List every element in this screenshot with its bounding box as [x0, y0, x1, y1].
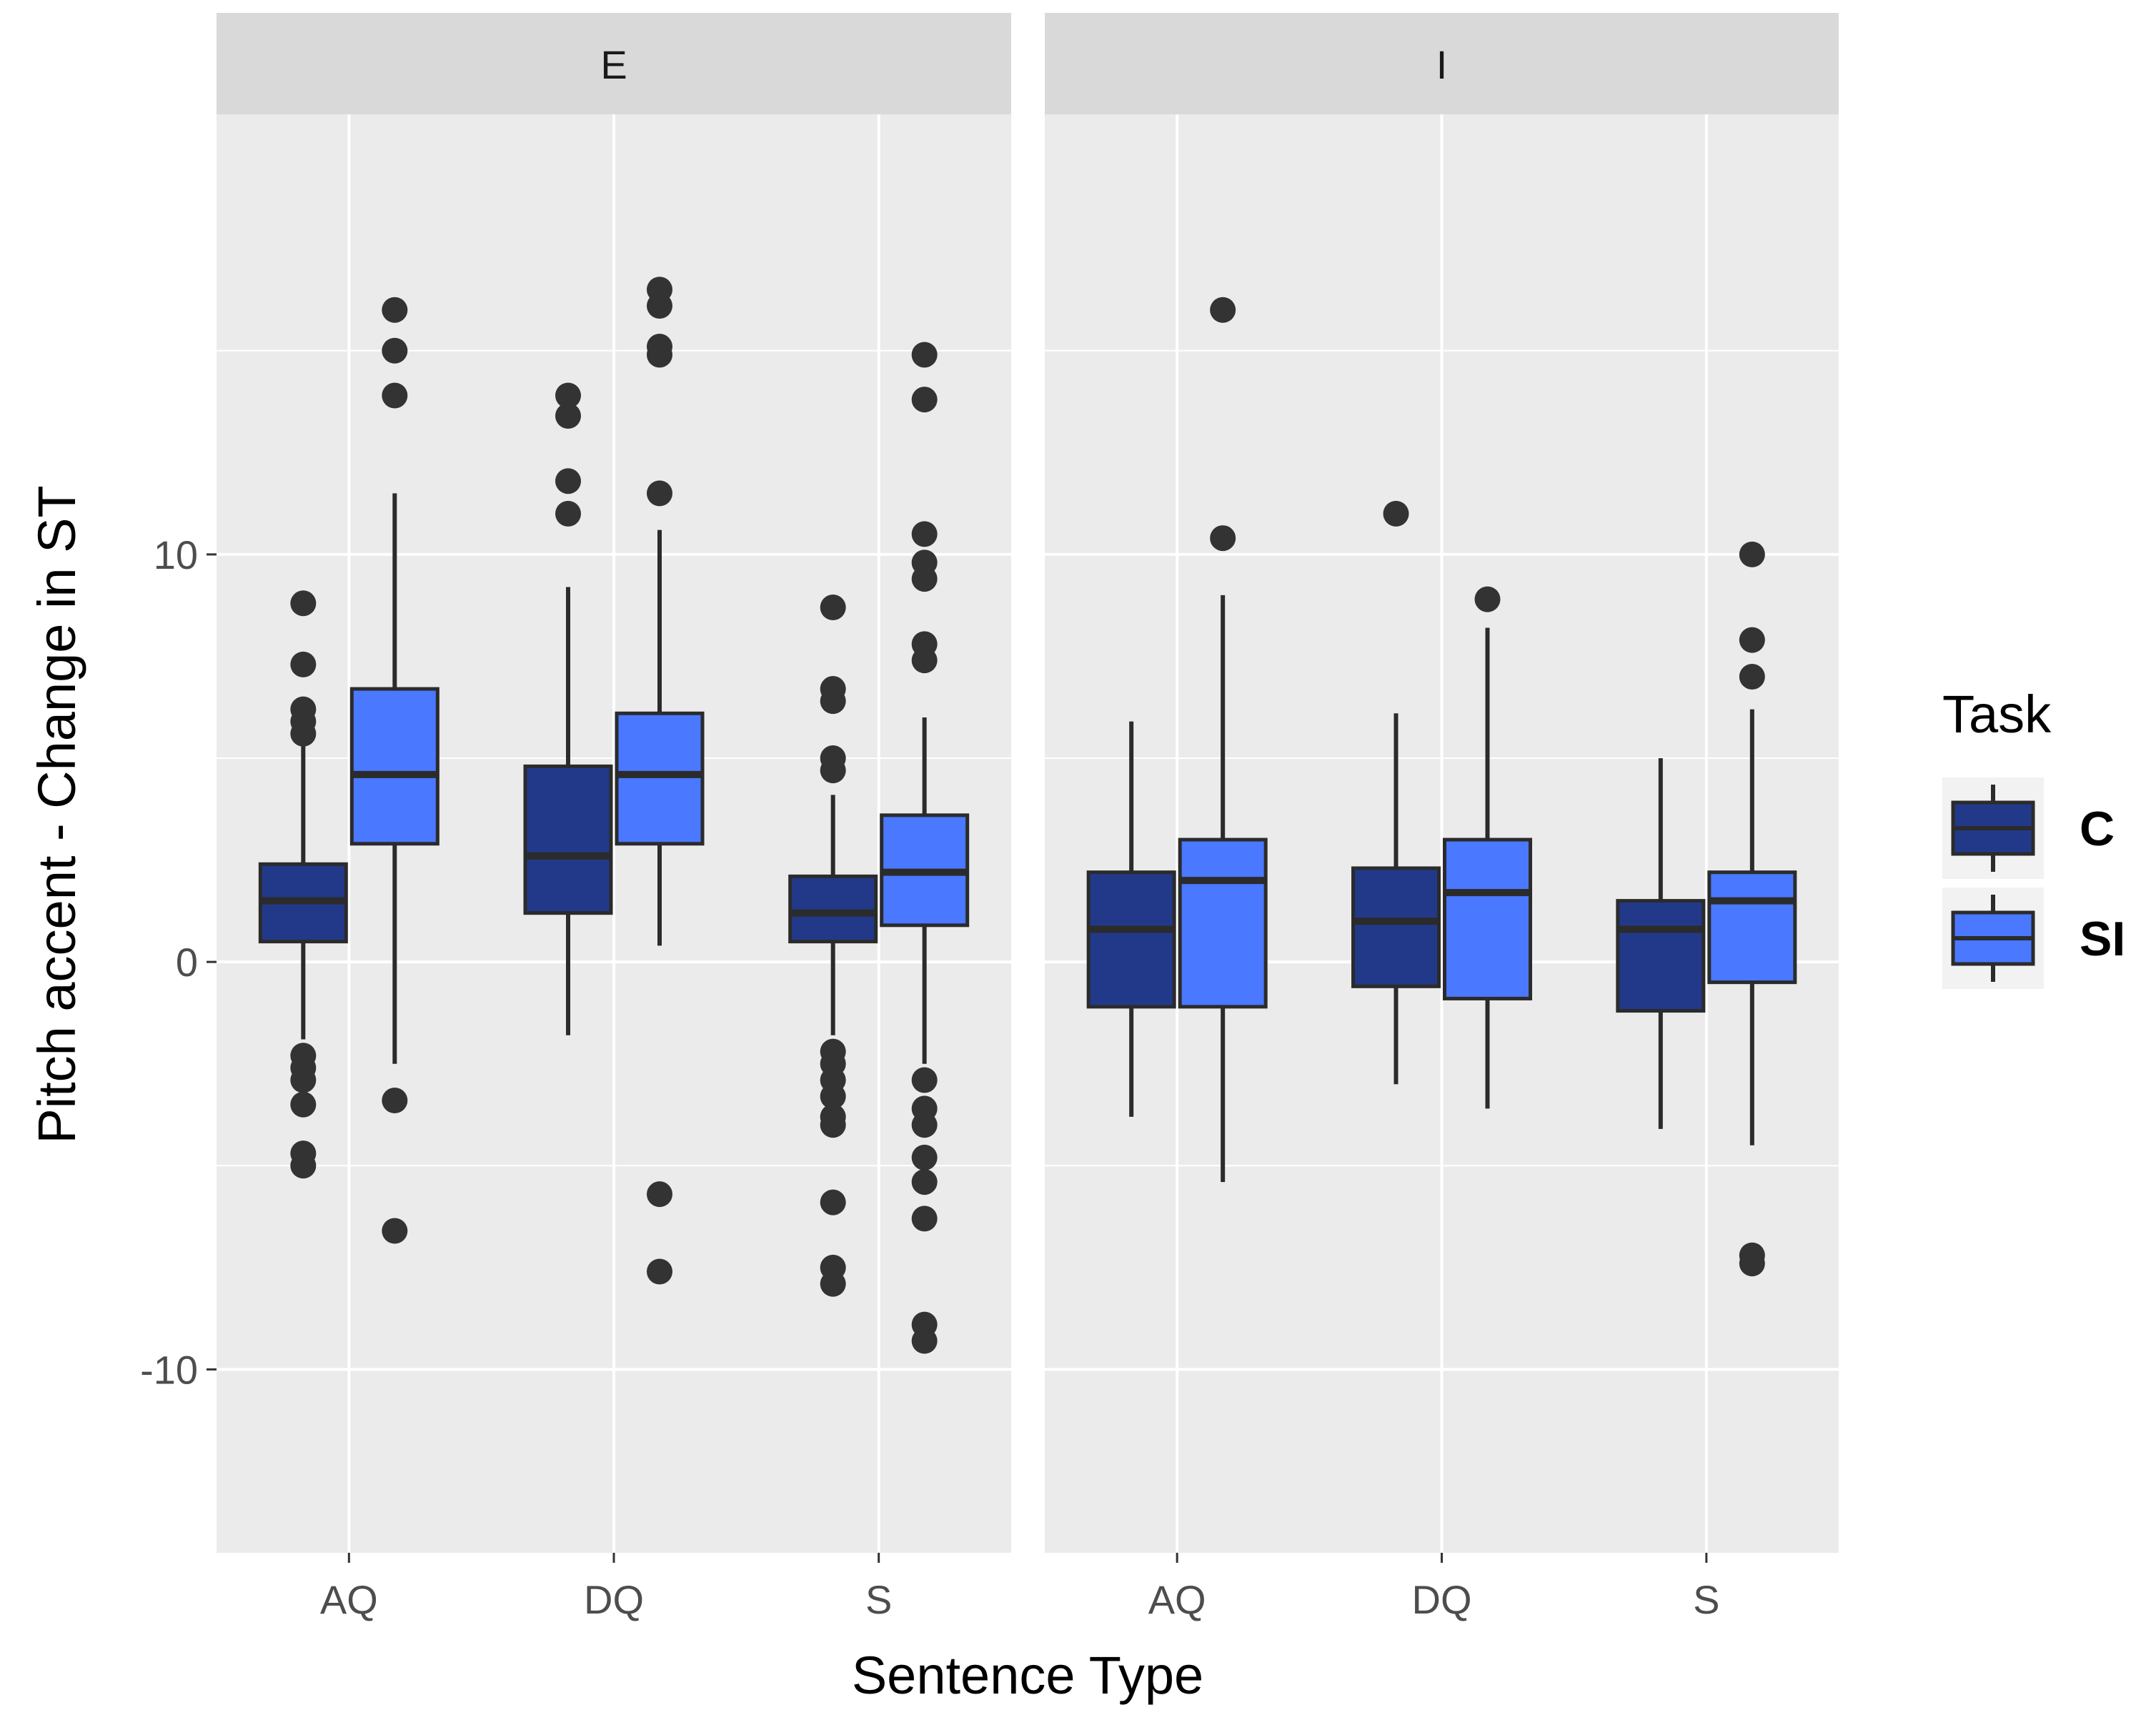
outlier-point [1739, 1251, 1765, 1277]
outlier-point [911, 1112, 938, 1138]
box-iqr [1707, 870, 1797, 985]
box-E-AQ-SI [349, 297, 439, 1244]
facet-strip-label: E [600, 42, 627, 87]
legend-title: Task [1942, 685, 2052, 744]
facet-panel-E: E [217, 13, 1011, 1553]
box-E-S-SI [880, 342, 970, 1354]
outlier-point [555, 500, 581, 527]
outlier-point [290, 1091, 317, 1118]
outlier-point [820, 1189, 846, 1216]
outlier-point [911, 1205, 938, 1232]
outlier-point [555, 468, 581, 494]
outlier-point [290, 590, 317, 617]
x-axis: AQ DQ S AQ DQ S [320, 1553, 1720, 1622]
y-axis: -10 0 10 [140, 532, 217, 1392]
facet-panel-I: I [1045, 13, 1839, 1553]
outlier-point [647, 1258, 672, 1285]
outlier-point [820, 1112, 846, 1138]
box-iqr [1443, 837, 1532, 1000]
box-I-DQ-C [1351, 500, 1441, 1085]
legend: Task C SI [1942, 685, 2125, 989]
outlier-point [911, 1144, 938, 1170]
outlier-point [647, 277, 672, 303]
y-tick-label: 0 [176, 940, 198, 985]
legend-entry-C: C [1942, 777, 2115, 879]
x-tick-label: S [1693, 1577, 1719, 1622]
x-tick-label: AQ [320, 1577, 378, 1622]
outlier-point [1739, 663, 1765, 690]
outlier-point [1739, 541, 1765, 567]
box-E-DQ-SI [615, 277, 705, 1285]
outlier-point [911, 1328, 938, 1354]
outlier-point [382, 337, 408, 364]
box-iqr [1616, 899, 1706, 1013]
box-I-AQ-SI [1178, 297, 1268, 1183]
x-tick-label: DQ [1412, 1577, 1472, 1622]
outlier-point [290, 1067, 317, 1093]
box-E-DQ-C [523, 382, 613, 1035]
box-I-S-SI [1707, 541, 1797, 1277]
box-iqr [523, 764, 613, 915]
outlier-point [911, 521, 938, 547]
outlier-point [647, 480, 672, 507]
box-I-AQ-C [1086, 721, 1176, 1117]
x-tick-label: DQ [584, 1577, 644, 1622]
facet-strip [1045, 13, 1839, 114]
facet-strip-label: I [1436, 42, 1448, 87]
outlier-point [555, 402, 581, 429]
outlier-point [1210, 525, 1236, 552]
box-iqr [1351, 866, 1441, 988]
outlier-point [911, 1067, 938, 1093]
box-I-S-C [1616, 758, 1706, 1129]
outlier-point [1383, 500, 1409, 527]
outlier-point [911, 387, 938, 413]
outlier-point [820, 1271, 846, 1297]
outlier-point [290, 1153, 317, 1179]
outlier-point [911, 1169, 938, 1195]
x-tick-label: S [865, 1577, 892, 1622]
legend-label: C [2080, 802, 2115, 856]
box-E-AQ-C [258, 590, 348, 1179]
y-axis-title: Pitch accent - Change in ST [27, 485, 86, 1143]
box-iqr [1178, 837, 1268, 1009]
outlier-point [1739, 627, 1765, 653]
outlier-point [820, 745, 846, 772]
outlier-point [820, 1083, 846, 1110]
outlier-point [382, 1218, 408, 1244]
y-tick-label: -10 [140, 1347, 198, 1392]
outlier-point [1210, 297, 1236, 323]
outlier-point [382, 382, 408, 409]
outlier-point [647, 334, 672, 360]
box-I-DQ-SI [1443, 586, 1532, 1109]
outlier-point [647, 1181, 672, 1208]
outlier-point [555, 382, 581, 409]
box-iqr [349, 687, 439, 846]
outlier-point [382, 1088, 408, 1114]
outlier-point [290, 696, 317, 722]
box-iqr [1086, 870, 1176, 1009]
legend-entry-SI: SI [1942, 888, 2125, 989]
x-tick-label: AQ [1148, 1577, 1206, 1622]
box-iqr [615, 711, 705, 846]
legend-label: SI [2080, 912, 2125, 966]
box-iqr [788, 874, 878, 944]
y-tick-label: 10 [154, 532, 198, 577]
outlier-point [911, 550, 938, 576]
outlier-point [382, 297, 408, 323]
outlier-point [290, 651, 317, 677]
x-axis-title: Sentence Type [852, 1646, 1203, 1705]
outlier-point [911, 342, 938, 368]
outlier-point [911, 631, 938, 657]
outlier-point [820, 595, 846, 621]
box-E-S-C [788, 595, 878, 1297]
facet-strip [217, 13, 1011, 114]
outlier-point [1474, 586, 1501, 612]
outlier-point [820, 676, 846, 702]
